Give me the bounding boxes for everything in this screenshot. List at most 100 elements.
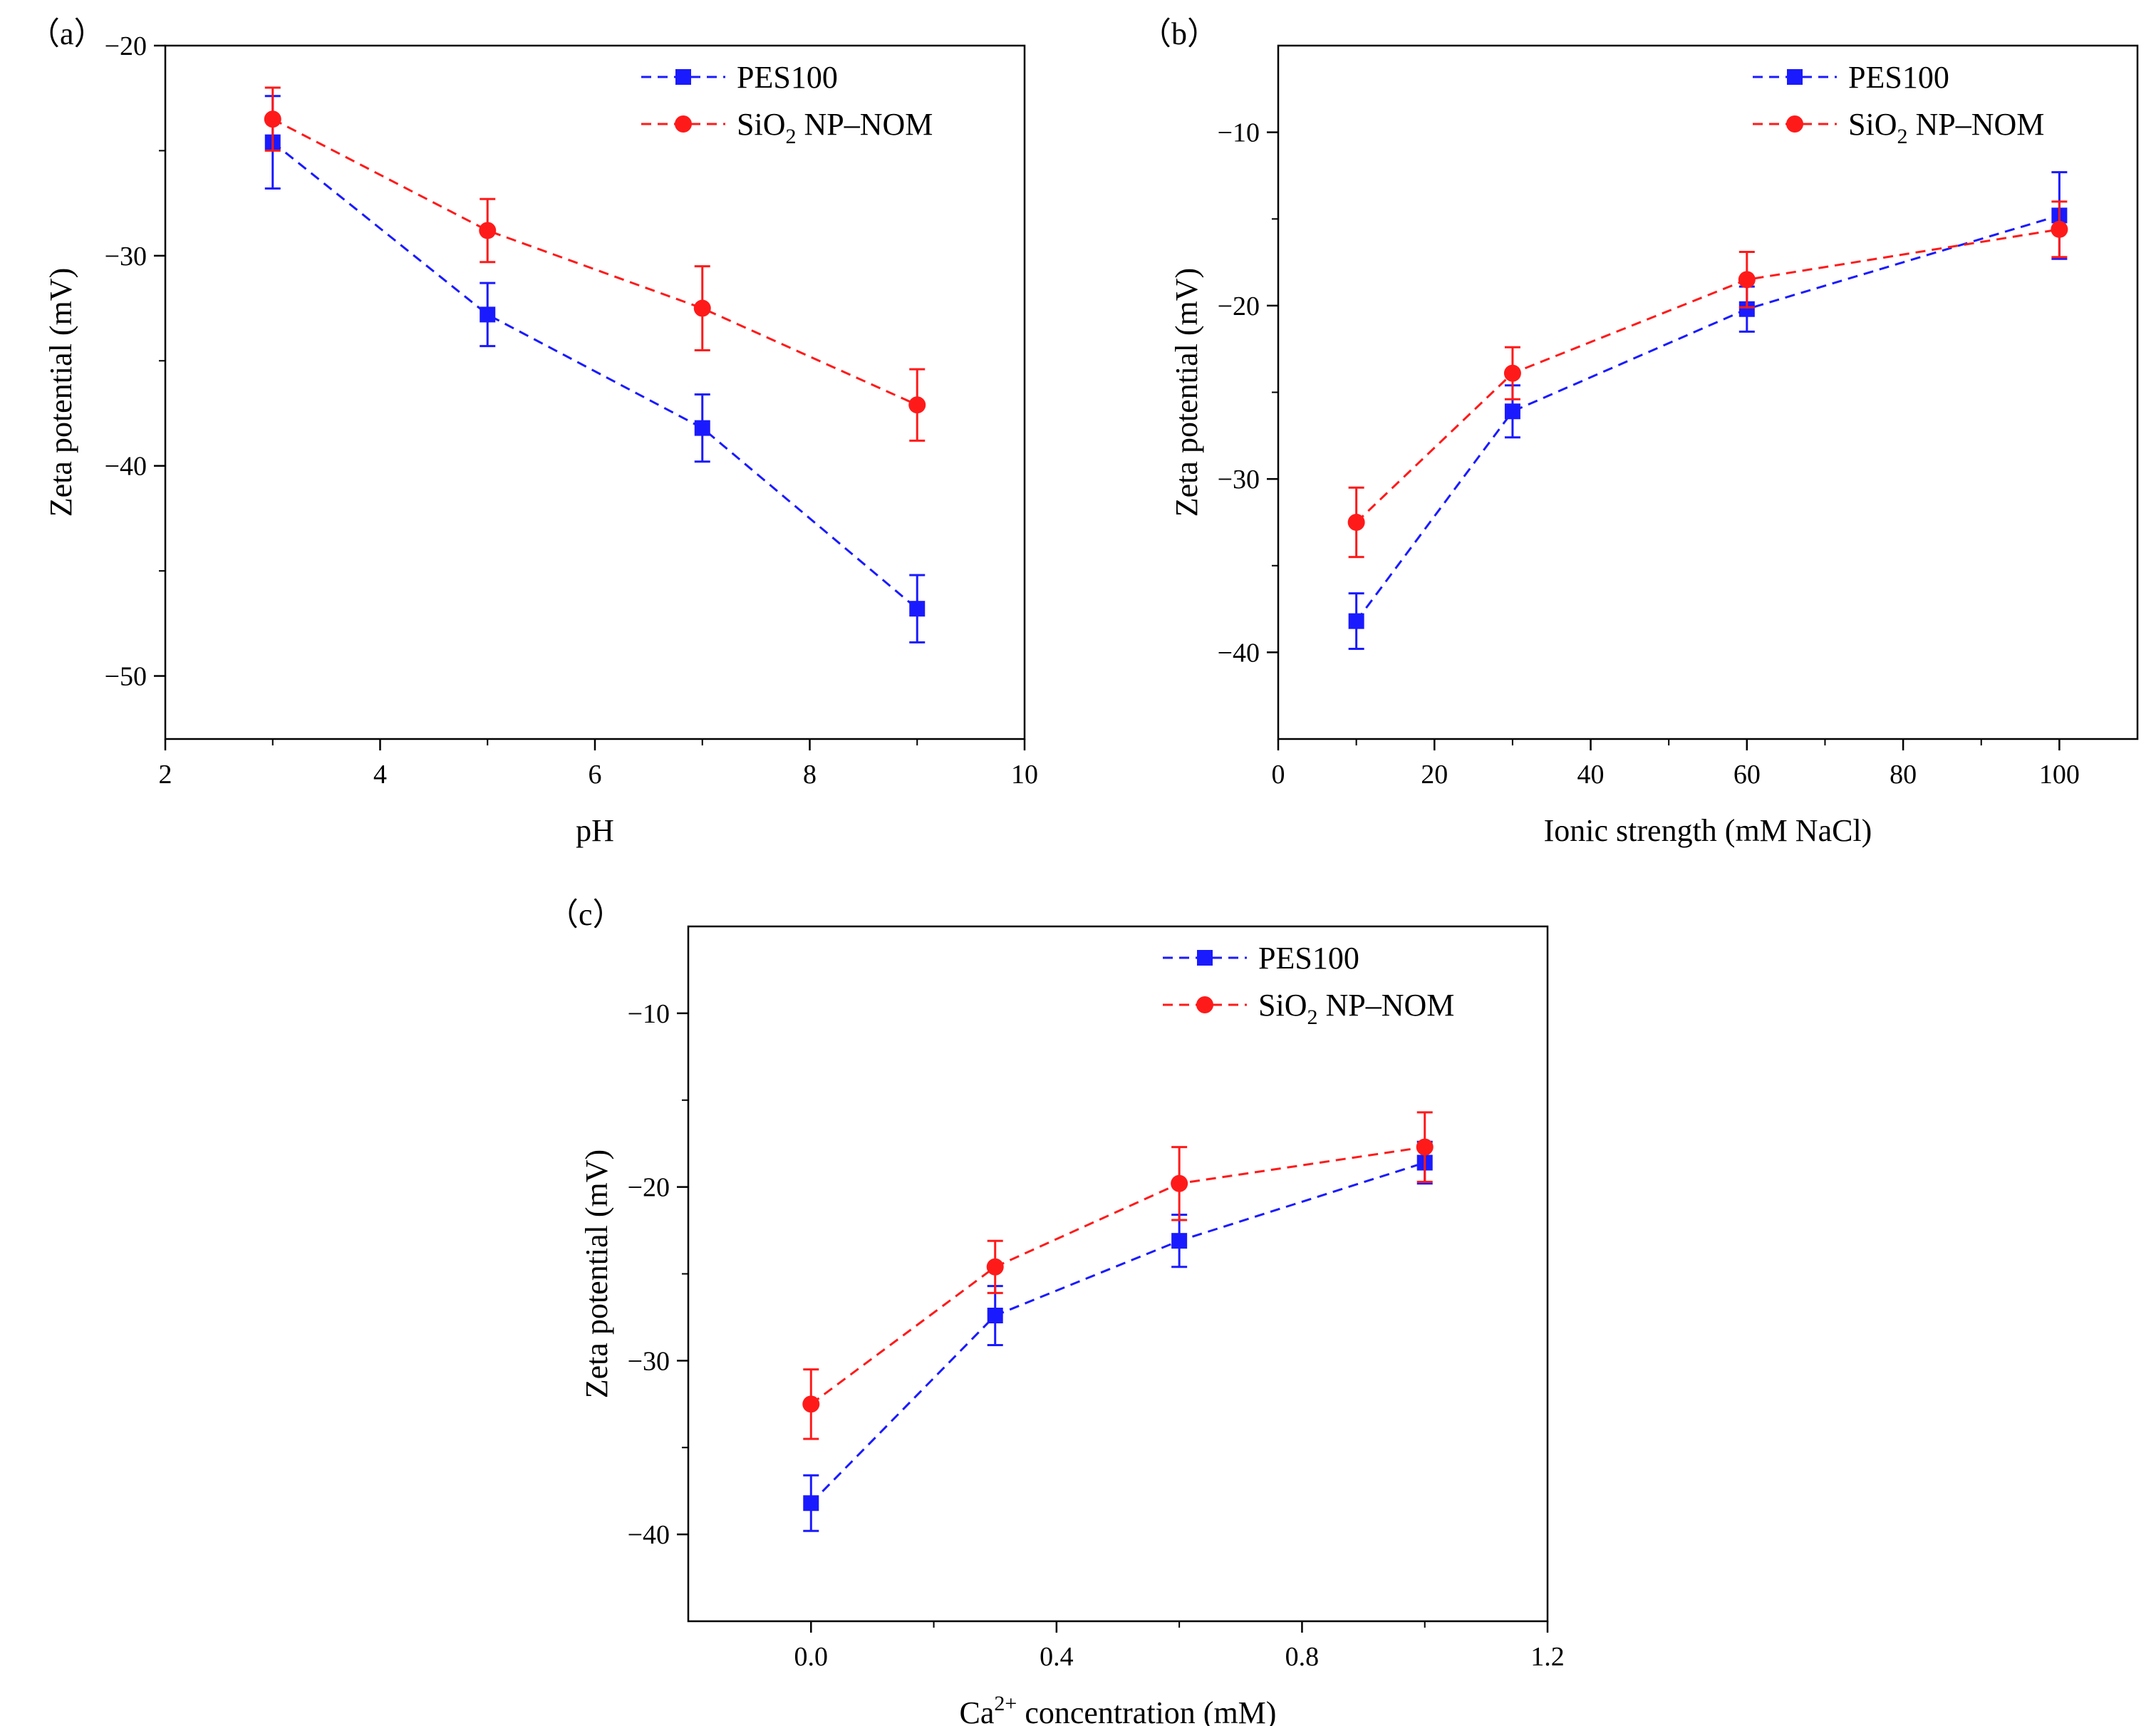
y-tick-label: −30 — [628, 1346, 670, 1376]
legend-label-main: SiO — [1258, 988, 1307, 1023]
series-line — [271, 141, 918, 610]
series-line — [1355, 228, 2060, 524]
data-point-circle — [1503, 364, 1521, 382]
y-tick-label: −10 — [628, 999, 670, 1029]
x-tick-label: 80 — [1890, 760, 1917, 790]
x-tick-label: 6 — [589, 760, 602, 790]
y-axis-title: Zeta potential (mV) — [1169, 268, 1204, 517]
data-point-square — [694, 420, 710, 436]
legend-label: SiO2 NP–NOM — [1258, 988, 1454, 1029]
legend-marker-circle — [1196, 996, 1213, 1013]
data-point-square — [1504, 403, 1520, 420]
legend-label-main: PES100 — [1848, 60, 1949, 95]
legend-label: SiO2 NP–NOM — [1848, 107, 2044, 148]
plot-frame — [687, 925, 1549, 1623]
y-tick-label: −30 — [105, 242, 147, 272]
x-axis-title-main: Ca — [960, 1695, 995, 1726]
legend-marker-square — [1197, 950, 1213, 966]
legend-marker-square — [675, 69, 691, 85]
legend-marker-circle — [1786, 115, 1803, 133]
chart-panel-b: 0 20 40 60 80 100 −10 −20 −30 −40 Ionic strength (… — [1140, 16, 2139, 848]
legend-label-subscript: 2 — [785, 125, 796, 148]
x-tick-label: 8 — [803, 760, 817, 790]
data-point-square — [1171, 1233, 1188, 1249]
plot-frame — [164, 44, 1026, 740]
series-pes100: PES100 — [803, 941, 1433, 1532]
y-axis-title: Zeta potential (mV) — [43, 268, 78, 517]
x-tick-label: 40 — [1577, 760, 1605, 790]
series-sio2-np-nom: SiO2 NP–NOM — [1347, 107, 2068, 559]
y-tick-label: −50 — [105, 662, 147, 692]
data-point-circle — [264, 110, 281, 128]
x-tick-label: 10 — [1011, 760, 1038, 790]
series-sio2-np-nom: SiO2 NP–NOM — [264, 86, 933, 442]
legend-label: PES100 — [1258, 941, 1359, 976]
legend-label-main: SiO — [1848, 107, 1897, 142]
data-point-circle — [2051, 220, 2068, 238]
y-tick-label: −20 — [1218, 291, 1260, 321]
y-tick-label: −40 — [628, 1520, 670, 1550]
data-point-circle — [986, 1258, 1004, 1276]
data-point-circle — [1738, 271, 1756, 289]
data-point-circle — [1416, 1138, 1434, 1156]
legend-label: PES100 — [737, 60, 838, 95]
panel-label: （c） — [547, 897, 624, 932]
legend-label-main: PES100 — [737, 60, 838, 95]
data-point-circle — [908, 396, 926, 414]
legend-label-subscript: 2 — [1897, 125, 1907, 148]
y-tick-label: −20 — [628, 1173, 670, 1203]
chart-panel-a: 2 4 6 8 10 −20 −30 −40 −50 pH Zeta potential (mV) （… — [28, 16, 1038, 848]
series-line — [810, 1146, 1425, 1405]
legend-label-tail: NP–NOM — [796, 107, 933, 142]
x-tick-label: 0 — [1272, 760, 1285, 790]
x-axis-title: Ca2+ concentration (mM) — [960, 1692, 1277, 1726]
panel-label: （a） — [28, 16, 105, 51]
x-tick-label: 4 — [373, 760, 387, 790]
y-axis-title: Zeta potential (mV) — [579, 1149, 614, 1398]
x-tick-label: 100 — [2039, 760, 2080, 790]
legend-label-main: PES100 — [1258, 941, 1359, 976]
legend-marker-circle — [675, 115, 692, 133]
x-tick-label: 1.2 — [1530, 1642, 1565, 1672]
chart-panel-c: 0.0 0.4 0.8 1.2 −10 −20 −30 −40 Ca2+ concentrati… — [547, 897, 1565, 1726]
y-tick-label: −40 — [1218, 638, 1260, 668]
data-point-square — [480, 306, 496, 323]
series-pes100: PES100 — [1348, 60, 2068, 651]
series-line — [1355, 214, 2060, 622]
plot-frame — [1277, 44, 2139, 740]
x-tick-label: 0.4 — [1040, 1642, 1074, 1672]
series-line — [810, 1162, 1426, 1504]
x-tick-label: 60 — [1733, 760, 1761, 790]
x-axis-title: pH — [576, 813, 614, 848]
legend-label-tail: NP–NOM — [1907, 107, 2044, 142]
data-point-square — [987, 1308, 1003, 1323]
x-tick-label: 0.0 — [794, 1642, 829, 1672]
y-tick-label: −40 — [105, 452, 147, 482]
data-point-square — [803, 1495, 819, 1511]
x-tick-label: 2 — [159, 760, 172, 790]
legend-label-subscript: 2 — [1307, 1006, 1317, 1029]
x-axis-title-tail: concentration (mM) — [1017, 1695, 1276, 1726]
legend-label: SiO2 NP–NOM — [737, 107, 933, 148]
data-point-square — [909, 601, 926, 617]
y-tick-label: −20 — [105, 31, 147, 61]
series-sio2-np-nom: SiO2 NP–NOM — [802, 988, 1454, 1440]
legend-label-main: SiO — [737, 107, 785, 142]
data-point-circle — [1171, 1174, 1188, 1192]
y-tick-label: −10 — [1218, 118, 1260, 148]
y-tick-label: −30 — [1218, 465, 1260, 495]
series-pes100: PES100 — [264, 60, 926, 644]
legend-label-tail: NP–NOM — [1317, 988, 1454, 1023]
legend-label: PES100 — [1848, 60, 1949, 95]
panel-label: （b） — [1140, 16, 1218, 51]
x-axis-title-superscript: 2+ — [994, 1692, 1017, 1715]
data-point-circle — [1347, 513, 1365, 531]
data-point-square — [1738, 301, 1755, 317]
data-point-circle — [802, 1395, 820, 1413]
x-axis-title: Ionic strength (mM NaCl) — [1544, 813, 1872, 848]
legend-marker-square — [1787, 69, 1803, 85]
data-point-circle — [693, 299, 711, 317]
x-tick-label: 20 — [1421, 760, 1448, 790]
x-tick-label: 0.8 — [1285, 1642, 1320, 1672]
